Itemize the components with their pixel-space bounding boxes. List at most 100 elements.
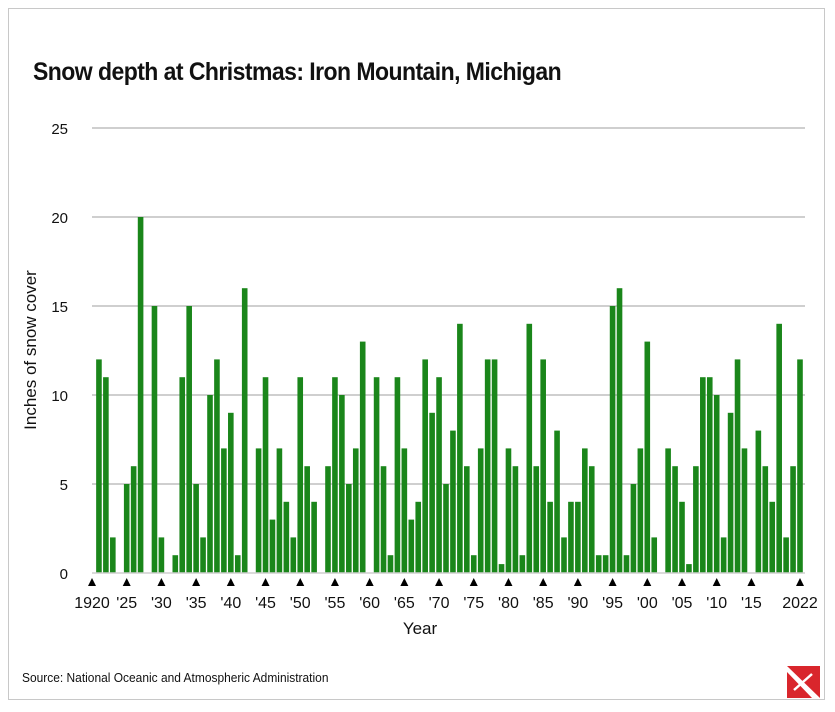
bar bbox=[103, 377, 109, 573]
chart-title: Snow depth at Christmas: Iron Mountain, … bbox=[33, 58, 562, 86]
tick-triangle bbox=[643, 578, 652, 586]
bar bbox=[582, 448, 588, 573]
tick-triangle bbox=[435, 578, 444, 586]
tick-triangle bbox=[296, 578, 305, 586]
bar bbox=[228, 412, 234, 573]
bar bbox=[422, 359, 428, 573]
x-tick-label: 2022 bbox=[782, 595, 818, 612]
bar bbox=[179, 377, 186, 573]
bar bbox=[221, 448, 227, 573]
bar bbox=[283, 501, 290, 573]
bar bbox=[783, 537, 789, 573]
x-axis-title: Year bbox=[403, 619, 438, 638]
tick-triangle bbox=[712, 578, 721, 586]
x-tick-label: '55 bbox=[325, 595, 346, 612]
x-tick-label: '75 bbox=[463, 595, 484, 612]
bar bbox=[727, 412, 734, 573]
tick-triangle bbox=[608, 578, 617, 586]
bar bbox=[269, 519, 276, 573]
bar bbox=[623, 555, 630, 573]
bar bbox=[359, 341, 366, 573]
bar bbox=[339, 395, 345, 573]
source-note: Source: National Oceanic and Atmospheric… bbox=[22, 670, 329, 685]
y-tick-label: 25 bbox=[51, 121, 68, 138]
bar bbox=[693, 466, 699, 573]
bar bbox=[491, 359, 498, 573]
bar bbox=[526, 323, 533, 573]
bar bbox=[346, 484, 352, 573]
tick-triangle bbox=[539, 578, 548, 586]
bar bbox=[193, 484, 199, 573]
tick-triangle bbox=[88, 578, 96, 586]
bar bbox=[609, 306, 616, 573]
bar bbox=[797, 359, 803, 573]
bar bbox=[429, 412, 435, 573]
tick-triangle bbox=[747, 578, 756, 586]
bar bbox=[720, 537, 727, 573]
tick-triangle bbox=[157, 578, 166, 586]
bar bbox=[734, 359, 741, 573]
x-tick-label: '35 bbox=[186, 595, 207, 612]
x-tick-label: '40 bbox=[220, 595, 241, 612]
bar bbox=[672, 466, 678, 573]
bar bbox=[262, 377, 269, 573]
x-tick-label: '60 bbox=[359, 595, 380, 612]
bar bbox=[172, 555, 179, 573]
bar bbox=[769, 501, 776, 573]
bar bbox=[700, 377, 706, 573]
x-tick-label: '10 bbox=[706, 595, 727, 612]
bar bbox=[554, 430, 560, 573]
bar bbox=[533, 466, 540, 573]
tick-triangle bbox=[796, 578, 804, 586]
bar bbox=[394, 377, 401, 573]
x-tick-label: '05 bbox=[672, 595, 693, 612]
bar bbox=[241, 288, 248, 573]
bar bbox=[332, 377, 338, 573]
bar bbox=[651, 537, 658, 573]
bar bbox=[311, 501, 317, 573]
bar bbox=[415, 501, 422, 573]
bar bbox=[373, 377, 380, 573]
bar bbox=[762, 466, 769, 573]
bar bbox=[207, 395, 213, 573]
bar bbox=[505, 448, 512, 573]
bar bbox=[470, 555, 477, 573]
tick-triangle bbox=[365, 578, 374, 586]
bar bbox=[290, 537, 297, 573]
bar bbox=[790, 466, 796, 573]
bar bbox=[713, 395, 720, 573]
tick-triangle bbox=[678, 578, 686, 586]
bar bbox=[755, 430, 762, 573]
x-tick-label: '30 bbox=[151, 595, 172, 612]
x-tick-label: '45 bbox=[255, 595, 276, 612]
bar bbox=[96, 359, 102, 573]
tick-triangle bbox=[400, 578, 409, 586]
tick-triangle bbox=[469, 578, 478, 586]
bar bbox=[214, 359, 220, 573]
bar bbox=[158, 537, 165, 573]
x-tick-label: '15 bbox=[741, 595, 762, 612]
tick-triangle bbox=[504, 578, 513, 586]
bar bbox=[387, 555, 394, 573]
bar bbox=[686, 564, 692, 573]
bar bbox=[436, 377, 442, 573]
x-tick-label: 1920 bbox=[74, 595, 110, 612]
y-tick-label: 10 bbox=[51, 388, 68, 405]
bar bbox=[464, 466, 470, 573]
bar bbox=[443, 484, 449, 573]
x-tick-label: '65 bbox=[394, 595, 415, 612]
y-tick-label: 5 bbox=[60, 477, 68, 494]
bar bbox=[616, 288, 623, 573]
bar bbox=[644, 341, 651, 573]
bar bbox=[512, 466, 519, 573]
bar bbox=[776, 323, 782, 573]
bar bbox=[595, 555, 602, 573]
bar bbox=[255, 448, 262, 573]
bar bbox=[401, 448, 408, 573]
bar bbox=[484, 359, 491, 573]
x-tick-label: '80 bbox=[498, 595, 519, 612]
logo-stroke bbox=[793, 673, 813, 691]
tick-triangle bbox=[261, 578, 270, 586]
bar bbox=[637, 448, 644, 573]
